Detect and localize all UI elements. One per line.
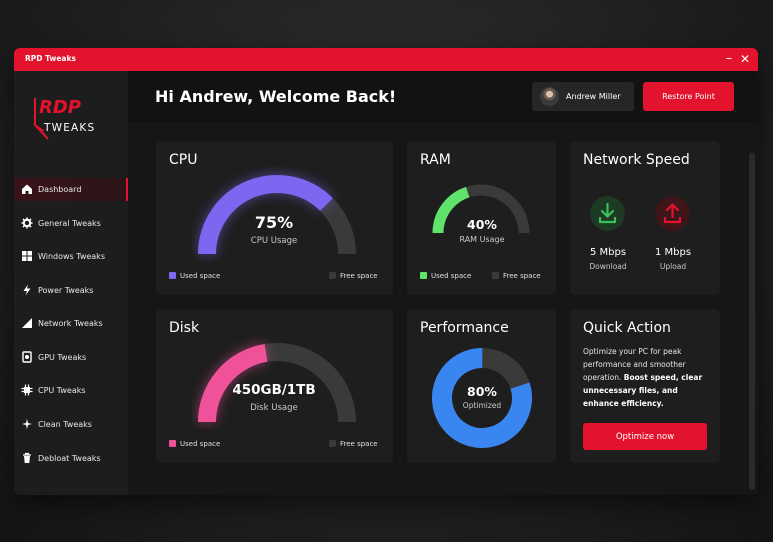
windows-icon: [22, 251, 32, 261]
performance-label: Optimized: [462, 401, 502, 410]
quick-action-description: Optimize your PC for peak performance an…: [583, 347, 703, 408]
gpu-icon: [22, 351, 32, 363]
quick-action-title: Quick Action: [583, 320, 671, 336]
cpu-label: CPU Usage: [250, 236, 298, 246]
disk-free-arc: [264, 343, 356, 423]
free-swatch: [329, 440, 336, 447]
download-icon: [590, 196, 625, 231]
performance-donut: [432, 348, 532, 448]
sidebar-item-label: GPU Tweaks: [38, 353, 87, 362]
cpu-card: CPU 75% CPU Usage Used space Free space: [156, 141, 393, 295]
cpu-legend-free: Free space: [329, 272, 378, 280]
user-profile-chip[interactable]: Andrew Miller: [532, 82, 634, 111]
used-swatch: [169, 272, 176, 279]
cpu-used-arc: [198, 175, 333, 255]
disk-card: Disk 450GB/1TB Disk Usage Used space Fre…: [156, 309, 393, 463]
disk-label: Disk Usage: [250, 403, 298, 413]
scrollbar[interactable]: [749, 153, 755, 490]
cpu-title: CPU: [169, 152, 198, 168]
sidebar-item-debloat-tweaks[interactable]: Debloat Tweaks: [14, 447, 128, 470]
home-icon: [22, 184, 32, 194]
network-speed-card: Network Speed 5 Mbps Download 1 Mbps Upl…: [570, 141, 720, 295]
sidebar-item-cpu-tweaks[interactable]: CPU Tweaks: [14, 379, 128, 402]
disk-title: Disk: [169, 320, 200, 336]
gear-icon: [21, 217, 33, 229]
download-label: Download: [589, 262, 627, 271]
network-title: Network Speed: [583, 152, 690, 168]
cpu-icon: [21, 384, 33, 396]
sidebar-item-label: Power Tweaks: [38, 286, 94, 295]
sidebar-item-label: Dashboard: [38, 185, 82, 194]
ram-label: RAM Usage: [459, 235, 505, 244]
upload-speed-value: 1 Mbps: [654, 247, 692, 258]
sidebar-item-label: Network Tweaks: [38, 319, 103, 328]
cpu-legend-used: Used space: [169, 272, 220, 280]
sidebar-item-dashboard[interactable]: Dashboard: [14, 178, 128, 201]
used-swatch: [169, 440, 176, 447]
cpu-gauge: [198, 175, 356, 255]
avatar: [540, 87, 559, 106]
sidebar-item-label: Debloat Tweaks: [38, 454, 101, 463]
title-bar: RPD Tweaks – ✕: [14, 48, 758, 71]
sidebar-item-label: CPU Tweaks: [38, 386, 86, 395]
sidebar-item-gpu-tweaks[interactable]: GPU Tweaks: [14, 346, 128, 369]
minimize-button[interactable]: –: [725, 51, 733, 66]
sidebar-item-label: Windows Tweaks: [38, 252, 105, 261]
rdp-tweaks-logo: RDP TWEAKS: [34, 97, 95, 140]
ram-legend-free: Free space: [492, 272, 541, 280]
disk-gauge: [198, 343, 356, 423]
sidebar-item-network-tweaks[interactable]: Network Tweaks: [14, 312, 128, 335]
sidebar-item-general-tweaks[interactable]: General Tweaks: [14, 212, 128, 235]
performance-title: Performance: [420, 320, 509, 336]
ram-value: 40%: [467, 217, 497, 232]
sidebar-item-windows-tweaks[interactable]: Windows Tweaks: [14, 245, 128, 268]
optimize-now-button[interactable]: Optimize now: [583, 423, 707, 450]
restore-point-button[interactable]: Restore Point: [643, 82, 734, 111]
upload-label: Upload: [659, 262, 687, 271]
ram-legend-used: Used space: [420, 272, 471, 280]
lightning-icon: [23, 284, 31, 296]
disk-legend-used: Used space: [169, 440, 220, 448]
performance-value: 80%: [467, 384, 497, 399]
sidebar-item-label: General Tweaks: [38, 219, 101, 228]
sidebar: RDP TWEAKS Dashboard General Tweaks Window…: [14, 71, 128, 495]
download-speed-value: 5 Mbps: [589, 247, 627, 258]
window-title: RPD Tweaks: [25, 54, 76, 63]
sidebar-item-label: Clean Tweaks: [38, 420, 92, 429]
trash-icon: [23, 452, 31, 463]
ram-used-arc: [432, 186, 470, 234]
user-name: Andrew Miller: [566, 92, 621, 101]
welcome-heading: Hi Andrew, Welcome Back!: [155, 87, 397, 106]
svg-text:TWEAKS: TWEAKS: [43, 122, 95, 134]
ram-free-arc: [466, 184, 530, 234]
close-button[interactable]: ✕: [739, 52, 751, 66]
ram-gauge: [432, 184, 530, 234]
ram-card: RAM 40% RAM Usage Used space Free space: [407, 141, 556, 295]
quick-action-card: Quick Action Optimize your PC for peak p…: [570, 309, 720, 463]
svg-text:RDP: RDP: [39, 97, 81, 118]
cpu-value: 75%: [254, 213, 294, 232]
disk-used-arc: [198, 343, 268, 423]
disk-value: 450GB/1TB: [232, 382, 316, 398]
performance-card: Performance 80% Optimized: [407, 309, 556, 463]
ram-title: RAM: [420, 152, 451, 168]
upload-icon: [655, 196, 690, 231]
sidebar-item-clean-tweaks[interactable]: Clean Tweaks: [14, 413, 128, 436]
free-swatch: [329, 272, 336, 279]
free-swatch: [492, 272, 499, 279]
cpu-free-arc: [319, 198, 356, 255]
header: Hi Andrew, Welcome Back! Andrew Miller R…: [128, 71, 758, 122]
app-window: RPD Tweaks – ✕ RDP TWEAKS Dashboard Gener…: [14, 48, 758, 495]
signal-icon: [22, 318, 32, 328]
sparkle-icon: [22, 419, 32, 429]
used-swatch: [420, 272, 427, 279]
disk-legend-free: Free space: [329, 440, 378, 448]
sidebar-item-power-tweaks[interactable]: Power Tweaks: [14, 279, 128, 302]
